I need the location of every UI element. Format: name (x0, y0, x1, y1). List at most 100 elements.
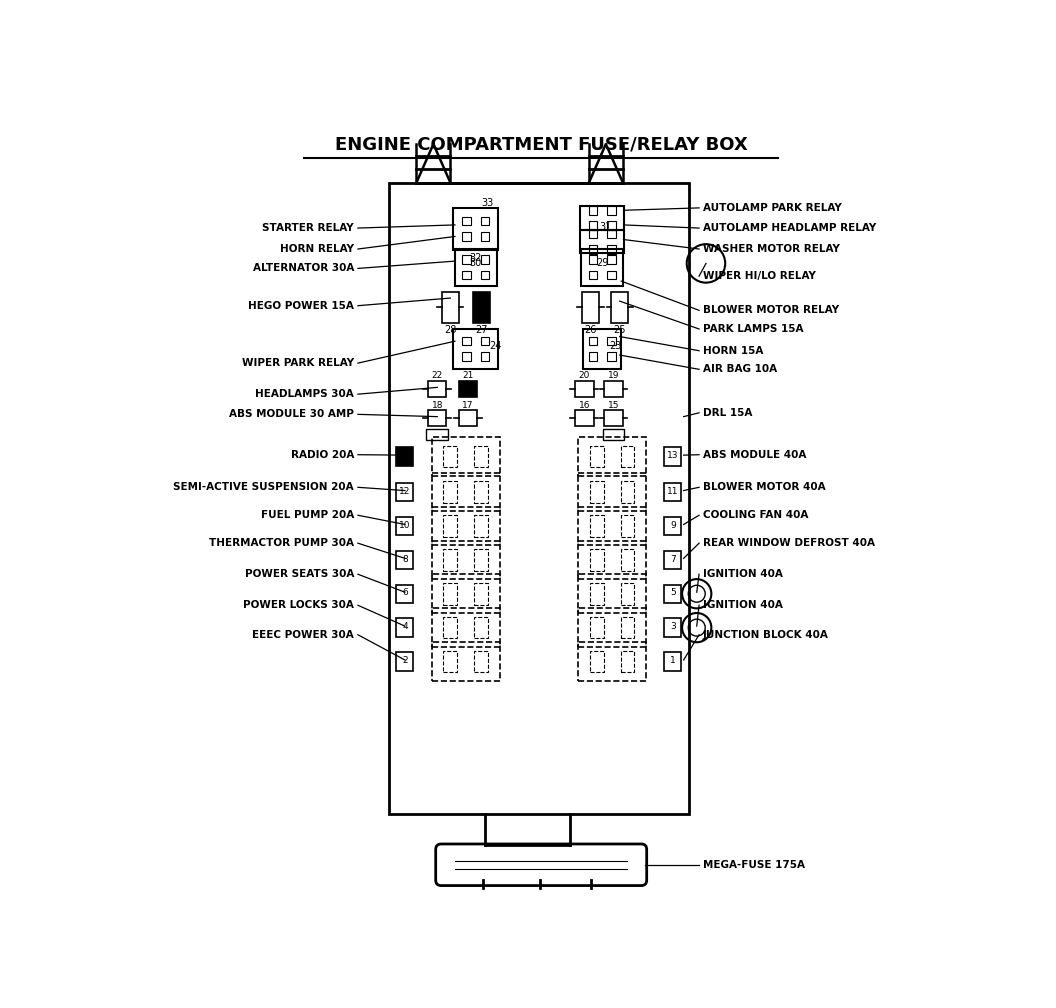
Text: FUEL PUMP 20A: FUEL PUMP 20A (261, 510, 354, 520)
Bar (474, 549, 488, 571)
Bar (588, 206, 597, 215)
Bar (458, 381, 477, 396)
Text: 30: 30 (470, 258, 482, 268)
Bar (396, 618, 413, 637)
Bar (580, 207, 624, 230)
Bar (480, 232, 489, 241)
Bar (428, 381, 447, 396)
Text: 13: 13 (667, 452, 679, 461)
Text: 16: 16 (579, 400, 590, 409)
Text: 22: 22 (432, 371, 442, 380)
Text: WASHER MOTOR RELAY: WASHER MOTOR RELAY (703, 244, 840, 254)
Bar (588, 230, 597, 238)
Text: 1: 1 (670, 656, 676, 665)
Bar (607, 245, 616, 254)
Text: EEEC POWER 30A: EEEC POWER 30A (252, 630, 354, 640)
Bar (463, 255, 471, 264)
Text: 11: 11 (667, 487, 679, 496)
Bar (621, 515, 635, 537)
Bar (621, 549, 635, 571)
Bar (588, 271, 597, 279)
Bar (621, 482, 635, 503)
Bar (579, 642, 646, 680)
Bar (474, 482, 488, 503)
Text: HEGO POWER 15A: HEGO POWER 15A (248, 300, 354, 310)
Bar (664, 652, 681, 670)
Bar (444, 549, 457, 571)
Bar (463, 271, 471, 279)
Bar (621, 446, 635, 468)
Bar (444, 583, 457, 605)
Bar (463, 353, 471, 361)
Text: ENGINE COMPARTMENT FUSE/RELAY BOX: ENGINE COMPARTMENT FUSE/RELAY BOX (335, 135, 748, 153)
Text: COOLING FAN 40A: COOLING FAN 40A (703, 510, 808, 520)
Bar (576, 381, 593, 396)
Text: 23: 23 (609, 341, 621, 351)
Bar (607, 337, 616, 346)
Bar (432, 473, 499, 511)
Text: HORN RELAY: HORN RELAY (280, 244, 354, 254)
Bar (621, 651, 635, 672)
Bar (579, 473, 646, 511)
Bar (428, 410, 447, 426)
Text: 27: 27 (475, 326, 488, 336)
Text: 6: 6 (402, 589, 408, 598)
Text: WIPER HI/LO RELAY: WIPER HI/LO RELAY (703, 271, 816, 281)
Bar (480, 337, 489, 346)
Text: POWER LOCKS 30A: POWER LOCKS 30A (243, 601, 354, 610)
Text: ABS MODULE 40A: ABS MODULE 40A (703, 450, 807, 460)
Bar (396, 585, 413, 603)
Bar (589, 515, 604, 537)
Bar (474, 617, 488, 638)
Bar (389, 182, 689, 814)
Bar (579, 507, 646, 545)
Bar (480, 353, 489, 361)
Bar (607, 206, 616, 215)
Bar (589, 583, 604, 605)
Text: 14: 14 (399, 452, 411, 461)
Text: 15: 15 (608, 400, 619, 409)
Text: 20: 20 (579, 371, 590, 380)
Text: 9: 9 (670, 521, 676, 530)
Text: WIPER PARK RELAY: WIPER PARK RELAY (242, 358, 354, 368)
Bar (589, 651, 604, 672)
Text: 32: 32 (470, 253, 482, 263)
Bar (455, 249, 496, 285)
Bar (589, 482, 604, 503)
Bar (621, 583, 635, 605)
Text: HORN 15A: HORN 15A (703, 346, 763, 356)
Bar (580, 230, 624, 253)
Bar (432, 507, 499, 545)
Bar (664, 448, 681, 466)
Bar (453, 329, 498, 369)
Text: 17: 17 (463, 400, 474, 409)
Bar (480, 255, 489, 264)
Text: 3: 3 (670, 622, 676, 631)
Text: 21: 21 (463, 371, 474, 380)
Text: 8: 8 (402, 554, 408, 563)
Bar (463, 337, 471, 346)
Text: BLOWER MOTOR RELAY: BLOWER MOTOR RELAY (703, 305, 840, 316)
Bar (427, 429, 448, 439)
Text: IGNITION 40A: IGNITION 40A (703, 570, 782, 580)
Text: MEGA-FUSE 175A: MEGA-FUSE 175A (703, 860, 805, 870)
Bar (607, 271, 616, 279)
Text: AUTOLAMP PARK RELAY: AUTOLAMP PARK RELAY (703, 203, 842, 213)
Bar (432, 540, 499, 580)
Bar (604, 381, 623, 396)
Text: AUTOLAMP HEADLAMP RELAY: AUTOLAMP HEADLAMP RELAY (703, 223, 876, 233)
Bar (589, 446, 604, 468)
Text: HEADLAMPS 30A: HEADLAMPS 30A (256, 389, 354, 399)
Text: 2: 2 (402, 656, 408, 665)
Bar (588, 255, 597, 264)
Bar (664, 517, 681, 535)
Text: 12: 12 (399, 487, 411, 496)
Bar (441, 292, 458, 323)
Text: JUNCTION BLOCK 40A: JUNCTION BLOCK 40A (703, 630, 829, 640)
Bar (583, 329, 621, 369)
Bar (579, 609, 646, 647)
Bar (611, 292, 628, 323)
Bar (396, 652, 413, 670)
Text: 4: 4 (402, 622, 408, 631)
Bar (607, 255, 616, 264)
